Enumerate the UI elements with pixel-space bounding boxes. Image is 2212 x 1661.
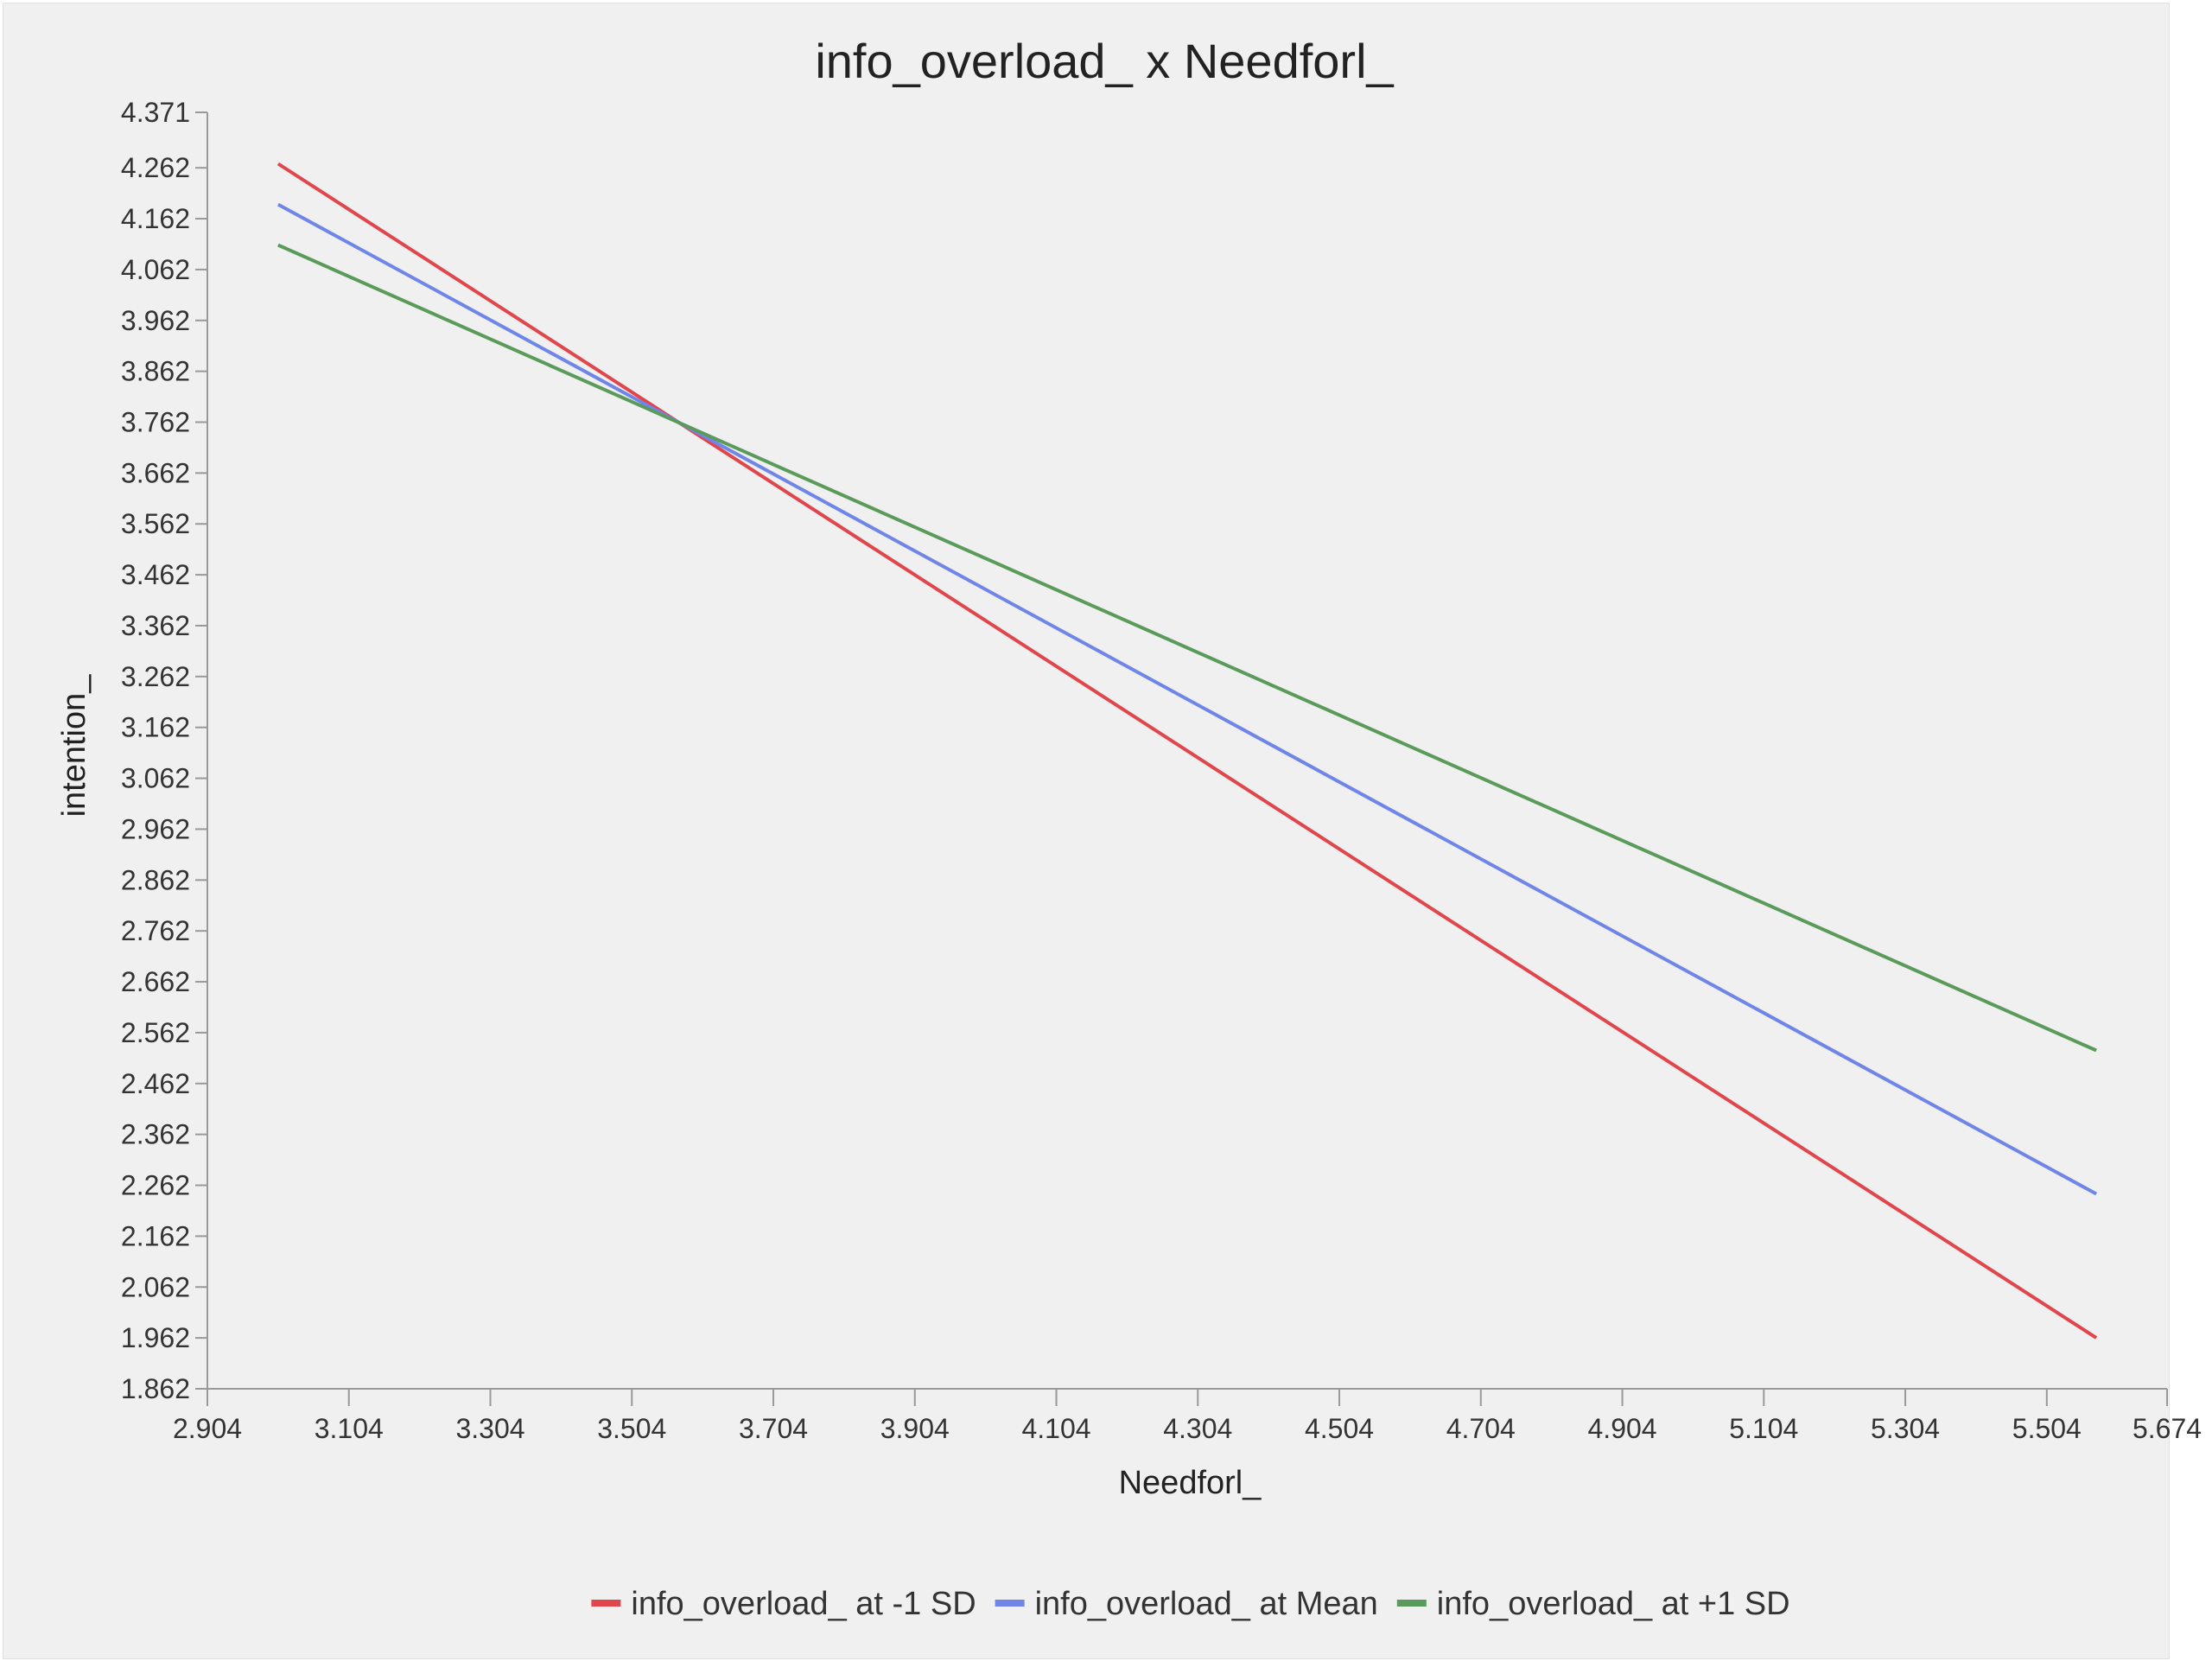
legend-item-2: info_overload_ at Mean xyxy=(995,1586,1378,1622)
series-line-1 xyxy=(276,162,2098,1340)
y-tick-label: 2.762 xyxy=(121,915,190,946)
y-tick-label: 2.862 xyxy=(121,864,190,895)
y-tick-label: 3.462 xyxy=(121,559,190,590)
y-tick-label: 3.762 xyxy=(121,407,190,438)
y-tick-label: 2.362 xyxy=(121,1119,190,1150)
series-line-2 xyxy=(276,202,2098,1196)
y-tick-label: 3.162 xyxy=(121,712,190,743)
y-tick-label: 3.662 xyxy=(121,457,190,488)
x-tick-label: 3.304 xyxy=(455,1413,524,1444)
plot-lines xyxy=(276,162,2098,1340)
x-tick-label: 5.674 xyxy=(2133,1413,2202,1444)
y-tick-label: 2.962 xyxy=(121,813,190,844)
x-tick-label: 4.504 xyxy=(1305,1413,1374,1444)
series-line-3 xyxy=(277,243,2097,1053)
x-tick-label: 3.104 xyxy=(315,1413,384,1444)
y-tick-label: 3.362 xyxy=(121,610,190,641)
legend: info_overload_ at -1 SD info_overload_ at… xyxy=(591,1586,1790,1622)
x-tick-label: 5.104 xyxy=(1729,1413,1798,1444)
x-axis-ticks: 2.904 3.104 3.304 3.504 3.704 3.904 4.104 4.304… xyxy=(173,1389,2202,1444)
x-tick-label: 5.304 xyxy=(1871,1413,1940,1444)
x-tick-label: 3.504 xyxy=(597,1413,666,1444)
y-tick-label: 4.262 xyxy=(121,152,190,183)
chart-frame xyxy=(3,3,2170,1659)
y-tick-label: 4.062 xyxy=(121,254,190,285)
y-tick-label: 4.371 xyxy=(121,97,190,128)
legend-item-1: info_overload_ at -1 SD xyxy=(591,1586,976,1622)
x-tick-label: 3.904 xyxy=(880,1413,950,1444)
x-tick-label: 4.904 xyxy=(1588,1413,1657,1444)
y-tick-label: 1.862 xyxy=(121,1373,190,1404)
y-tick-label: 3.062 xyxy=(121,763,190,794)
y-tick-label: 4.162 xyxy=(121,203,190,234)
y-tick-label: 3.562 xyxy=(121,508,190,539)
y-tick-label: 1.962 xyxy=(121,1322,190,1353)
x-tick-label: 4.704 xyxy=(1446,1413,1516,1444)
legend-item-3: info_overload_ at +1 SD xyxy=(1396,1586,1790,1622)
x-axis-label: Needforl_ xyxy=(1119,1465,1262,1501)
y-tick-label: 3.262 xyxy=(121,661,190,692)
axes xyxy=(207,112,2167,1390)
x-tick-label: 4.104 xyxy=(1021,1413,1090,1444)
y-tick-label: 2.462 xyxy=(121,1068,190,1099)
y-tick-label: 2.662 xyxy=(121,966,190,997)
y-axis-ticks: 4.371 4.262 4.162 4.062 3.962 3.862 3.762 3.662… xyxy=(121,97,207,1404)
legend-label: info_overload_ at Mean xyxy=(1035,1586,1378,1622)
x-tick-label: 2.904 xyxy=(173,1413,242,1444)
x-tick-label: 5.504 xyxy=(2012,1413,2082,1444)
legend-label: info_overload_ at +1 SD xyxy=(1437,1586,1790,1622)
y-axis-label: intention_ xyxy=(56,674,92,818)
chart-title: info_overload_ x Needforl_ xyxy=(815,34,1394,88)
y-tick-label: 3.862 xyxy=(121,356,190,387)
y-tick-label: 2.062 xyxy=(121,1271,190,1302)
y-tick-label: 2.162 xyxy=(121,1220,190,1251)
y-tick-label: 3.962 xyxy=(121,305,190,336)
x-tick-label: 3.704 xyxy=(739,1413,808,1444)
y-tick-label: 2.562 xyxy=(121,1017,190,1048)
legend-label: info_overload_ at -1 SD xyxy=(631,1586,976,1622)
x-tick-label: 4.304 xyxy=(1163,1413,1232,1444)
y-tick-label: 2.262 xyxy=(121,1170,190,1201)
